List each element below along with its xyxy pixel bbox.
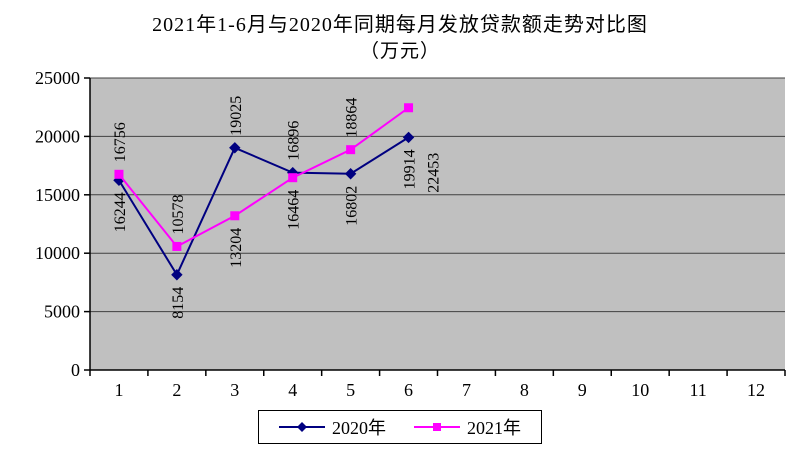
- x-tick-label: 3: [230, 380, 239, 400]
- data-point-diamond-icon: [171, 269, 183, 281]
- series-line-1: [118, 106, 410, 248]
- data-label: 16802: [344, 186, 361, 226]
- data-label: 8154: [170, 287, 187, 319]
- x-tick-label: 5: [346, 380, 355, 400]
- y-tick-label: 25000: [35, 68, 80, 88]
- data-label: 19914: [402, 149, 419, 189]
- data-label: 22453: [426, 153, 443, 193]
- x-tick-label: 9: [578, 380, 587, 400]
- data-point-diamond-icon: [344, 168, 357, 180]
- data-point-square-icon: [404, 103, 414, 113]
- data-point-diamond-icon: [402, 131, 415, 144]
- legend-marker-diamond-icon: [279, 422, 325, 432]
- x-tick-label: 7: [462, 380, 471, 400]
- series-line-0: [118, 136, 410, 277]
- data-label: 10578: [170, 194, 187, 234]
- data-point-diamond-icon: [229, 142, 241, 154]
- y-tick-label: 15000: [35, 185, 80, 205]
- data-label: 16244: [112, 192, 129, 232]
- data-point-square-icon: [114, 169, 124, 179]
- chart-title: 2021年1-6月与2020年同期每月发放贷款额走势对比图: [152, 14, 648, 36]
- data-label: 19025: [228, 96, 245, 136]
- legend-item-1: 2021年: [414, 414, 521, 440]
- data-point-square-icon: [288, 173, 298, 183]
- data-point-square-icon: [230, 211, 240, 221]
- legend-marker-square-icon: [414, 423, 460, 431]
- y-tick-label: 20000: [35, 126, 80, 146]
- legend-item-0: 2020年: [279, 414, 386, 440]
- x-tick-label: 1: [114, 380, 123, 400]
- data-label: 13204: [228, 228, 245, 268]
- plot-area: [90, 78, 785, 370]
- y-tick-label: 5000: [44, 302, 80, 322]
- data-label: 16896: [286, 121, 303, 161]
- x-tick-label: 12: [747, 380, 765, 400]
- chart-subtitle: （万元）: [359, 41, 440, 62]
- data-label: 16756: [112, 122, 129, 162]
- legend: 2020年 2021年: [258, 410, 542, 444]
- x-tick-label: 8: [520, 380, 529, 400]
- legend-label-1: 2021年: [467, 418, 521, 438]
- data-point-square-icon: [346, 145, 356, 155]
- legend-label-0: 2020年: [332, 418, 386, 438]
- data-label: 16464: [286, 190, 303, 230]
- x-tick-label: 6: [404, 380, 413, 400]
- data-label: 18864: [344, 98, 361, 138]
- y-tick-label: 10000: [35, 243, 80, 263]
- x-tick-label: 2: [172, 380, 181, 400]
- x-tick-label: 10: [631, 380, 649, 400]
- y-tick-label: 0: [71, 360, 80, 380]
- x-tick-label: 4: [288, 380, 297, 400]
- data-point-square-icon: [172, 241, 182, 251]
- x-tick-label: 11: [689, 380, 706, 400]
